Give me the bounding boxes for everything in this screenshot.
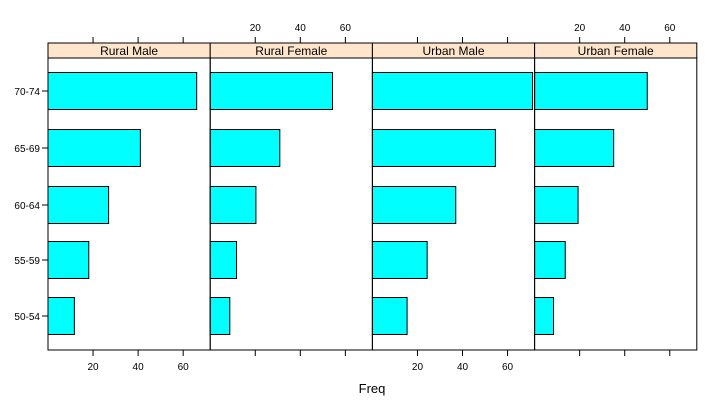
x-axis-title: Freq (359, 381, 386, 396)
x-tick-label-urban-female-40: 40 (619, 23, 631, 34)
bar-urban-female-70-74 (534, 72, 648, 110)
bar-rural-female-55-59 (209, 241, 238, 279)
bar-rural-male-60-64 (47, 186, 110, 224)
bar-urban-male-70-74 (371, 72, 534, 110)
y-tick-label-65-69: 65-69 (14, 144, 40, 155)
strip-label-urban-male: Urban Male (422, 44, 484, 58)
strip-label-urban-female: Urban Female (578, 44, 654, 58)
bar-urban-female-55-59 (534, 241, 566, 279)
bar-rural-female-50-54 (209, 297, 231, 335)
x-tick-label-urban-male-40: 40 (457, 362, 469, 373)
x-tick-label-rural-male-60: 60 (178, 362, 190, 373)
bar-urban-female-60-64 (534, 186, 579, 224)
bar-rural-female-65-69 (209, 129, 281, 167)
x-tick-label-urban-female-20: 20 (574, 23, 586, 34)
bar-urban-male-60-64 (371, 186, 457, 224)
x-tick-label-urban-female-60: 60 (664, 23, 676, 34)
x-tick-label-urban-male-20: 20 (412, 362, 424, 373)
y-tick-label-55-59: 55-59 (14, 256, 40, 267)
y-tick-label-60-64: 60-64 (14, 201, 40, 212)
strip-label-rural-male: Rural Male (100, 44, 158, 58)
bar-urban-male-65-69 (371, 129, 496, 167)
bar-urban-male-50-54 (371, 297, 408, 335)
bar-rural-female-70-74 (209, 72, 334, 110)
bar-rural-male-50-54 (47, 297, 75, 335)
x-tick-label-rural-female-60: 60 (340, 23, 352, 34)
y-tick-label-50-54: 50-54 (14, 312, 40, 323)
strip-label-rural-female: Rural Female (255, 44, 327, 58)
bar-urban-male-55-59 (371, 241, 428, 279)
x-tick-label-rural-male-40: 40 (133, 362, 145, 373)
bar-urban-female-50-54 (534, 297, 555, 335)
y-tick-label-70-74: 70-74 (14, 87, 40, 98)
x-tick-label-urban-male-60: 60 (502, 362, 514, 373)
bar-rural-male-55-59 (47, 241, 90, 279)
bar-rural-male-65-69 (47, 129, 141, 167)
x-tick-label-rural-female-20: 20 (250, 23, 262, 34)
x-tick-label-rural-male-20: 20 (87, 362, 99, 373)
x-tick-label-rural-female-40: 40 (295, 23, 307, 34)
bar-rural-male-70-74 (47, 72, 198, 110)
bar-urban-female-65-69 (534, 129, 615, 167)
panel-frame-urban-female (534, 57, 698, 351)
bar-rural-female-60-64 (209, 186, 257, 224)
